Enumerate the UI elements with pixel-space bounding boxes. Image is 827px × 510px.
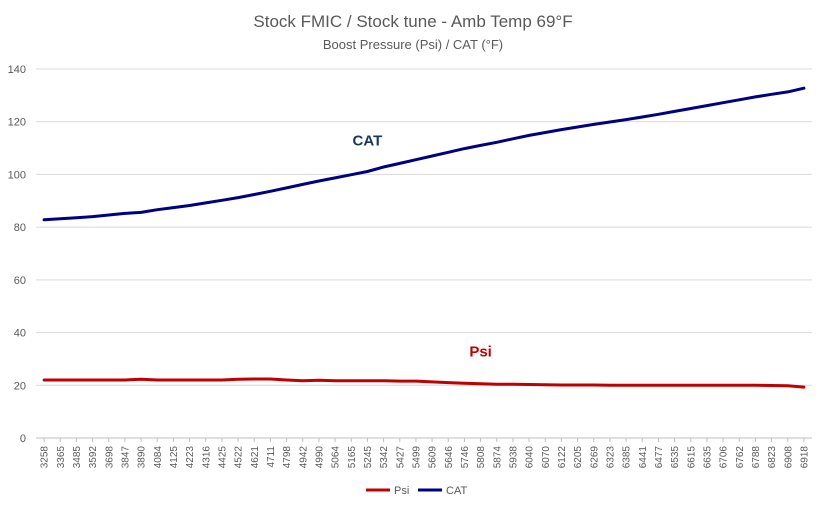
x-tick-label: 6762 [735, 446, 746, 469]
x-tick-label: 5427 [395, 446, 406, 469]
x-tick-label: 5165 [347, 446, 358, 469]
x-tick-label: 6918 [799, 446, 810, 469]
x-tick-label: 3258 [40, 446, 51, 469]
x-tick-label: 5874 [492, 446, 503, 469]
x-tick-label: 6040 [525, 446, 536, 469]
legend: Psi CAT [366, 485, 467, 497]
x-tick-label: 4621 [250, 446, 261, 469]
x-tick-label: 6635 [702, 446, 713, 469]
gridlines [36, 68, 812, 439]
legend-label-psi: Psi [394, 485, 409, 497]
annotation-cat: CAT [353, 132, 383, 149]
x-tick-label: 5808 [476, 446, 487, 469]
x-tick-label: 5646 [444, 446, 455, 469]
x-tick-label: 6385 [622, 446, 633, 469]
legend-label-cat: CAT [446, 485, 467, 497]
y-tick-label: 60 [14, 275, 26, 287]
x-tick-label: 5746 [460, 446, 471, 469]
x-tick-label: 5609 [428, 446, 439, 469]
y-tick-label: 40 [14, 328, 26, 340]
chart-subtitle: Boost Pressure (Psi) / CAT (°F) [323, 37, 503, 52]
x-tick-label: 4798 [282, 446, 293, 469]
x-axis-ticks: 3258 3365 3485 3592 3698 3847 3890 4084 4125 4223… [40, 438, 810, 469]
x-tick-label: 6070 [541, 446, 552, 469]
x-tick-label: 6706 [719, 446, 730, 469]
x-tick-label: 6535 [670, 446, 681, 469]
x-tick-label: 4711 [266, 446, 277, 468]
y-axis-ticks: 0 20 40 60 80 100 120 140 [8, 64, 26, 445]
x-tick-label: 4522 [234, 446, 245, 469]
series-lines [42, 86, 806, 389]
y-tick-label: 80 [14, 222, 26, 234]
y-tick-label: 20 [14, 380, 26, 392]
y-tick-label: 100 [8, 169, 26, 181]
x-tick-label: 3698 [104, 446, 115, 469]
x-tick-label: 5245 [363, 446, 374, 469]
x-tick-label: 4990 [314, 446, 325, 469]
x-tick-label: 3890 [137, 446, 148, 469]
x-tick-label: 4223 [185, 446, 196, 469]
annotation-psi: Psi [469, 343, 492, 360]
x-tick-label: 3365 [56, 446, 67, 469]
x-tick-label: 6441 [638, 446, 649, 469]
y-tick-label: 0 [20, 433, 26, 445]
y-tick-label: 120 [8, 117, 26, 129]
series-line-cat [42, 86, 806, 222]
x-tick-label: 6477 [654, 446, 665, 469]
x-tick-label: 3592 [88, 446, 99, 469]
x-tick-label: 6269 [589, 446, 600, 469]
x-tick-label: 4425 [217, 446, 228, 469]
x-tick-label: 5064 [331, 446, 342, 469]
x-tick-label: 4942 [298, 446, 309, 469]
x-tick-label: 6823 [767, 446, 778, 469]
x-tick-label: 6788 [751, 446, 762, 469]
series-annotations: CAT Psi [353, 132, 492, 360]
x-tick-label: 6615 [686, 446, 697, 469]
x-tick-label: 3847 [120, 446, 131, 469]
x-tick-label: 6122 [557, 446, 568, 469]
x-tick-label: 4125 [169, 446, 180, 469]
y-tick-label: 140 [8, 64, 26, 76]
x-tick-label: 6908 [783, 446, 794, 469]
x-tick-label: 4316 [201, 446, 212, 469]
x-tick-label: 5938 [508, 446, 519, 469]
x-tick-label: 6205 [573, 446, 584, 469]
x-tick-label: 6323 [605, 446, 616, 469]
x-tick-label: 3485 [72, 446, 83, 469]
x-tick-label: 5342 [379, 446, 390, 469]
chart-title: Stock FMIC / Stock tune - Amb Temp 69°F [253, 12, 572, 31]
x-tick-label: 4084 [153, 446, 164, 469]
x-tick-label: 5499 [411, 446, 422, 469]
series-line-psi [42, 377, 806, 389]
